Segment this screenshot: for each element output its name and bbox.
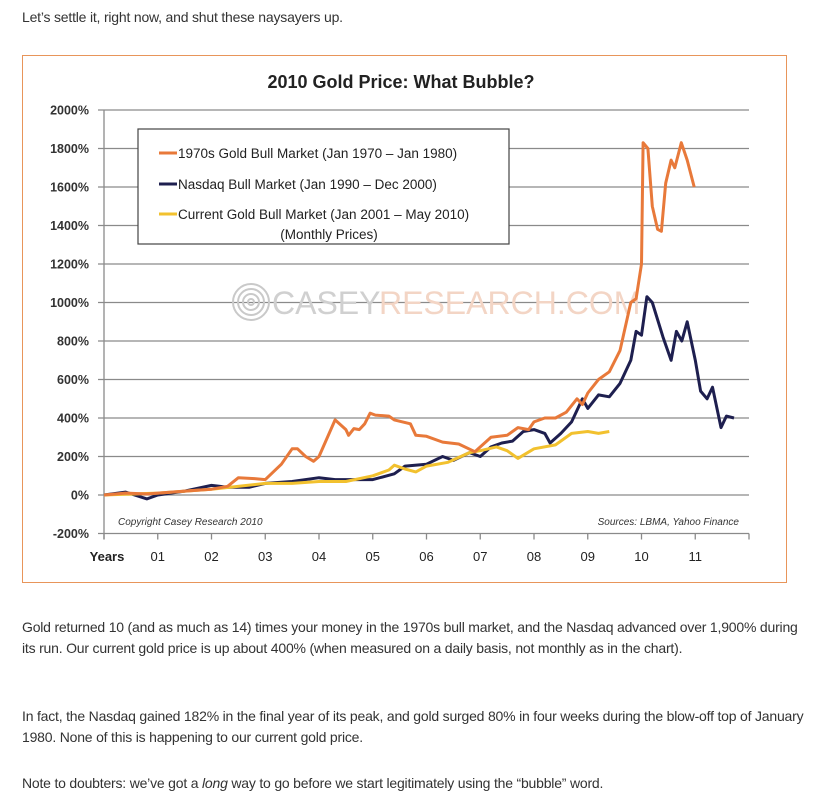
paragraph-returns: Gold returned 10 (and as much as 14) tim… — [22, 619, 798, 656]
x-tick-label: 02 — [204, 549, 218, 564]
chart-svg: 2010 Gold Price: What Bubble? -200% 0% 200… — [50, 72, 750, 564]
x-tick-label: 04 — [312, 549, 326, 564]
chart-image: 2010 Gold Price: What Bubble? -200% 0% 200… — [22, 55, 787, 583]
y-tick-label: -200% — [53, 527, 89, 541]
watermark-logo: CASEY RESEARCH.COM — [232, 283, 640, 321]
note-emphasis: long — [202, 775, 228, 791]
y-tick-label: 1800% — [50, 142, 89, 156]
y-tick-label: 1600% — [50, 181, 89, 195]
x-tick-label: 01 — [151, 549, 165, 564]
x-tick-label: 09 — [581, 549, 595, 564]
legend-label: Nasdaq Bull Market (Jan 1990 – Dec 2000) — [178, 177, 437, 192]
x-tick-label: 03 — [258, 549, 272, 564]
note-text-start: Note to doubters: we’ve got a — [22, 775, 202, 791]
x-axis-label: Years — [90, 549, 125, 564]
watermark-rings-icon — [232, 283, 270, 321]
paragraph-nasdaq: In fact, the Nasdaq gained 182% in the f… — [22, 708, 804, 745]
legend-label: 1970s Gold Bull Market (Jan 1970 – Jan 1… — [178, 146, 457, 161]
x-tick-label: 11 — [689, 549, 703, 564]
x-tick-label: 07 — [473, 549, 487, 564]
watermark-text-casey: CASEY — [272, 285, 380, 321]
copyright-note: Copyright Casey Research 2010 — [118, 517, 263, 528]
y-tick-label: 1400% — [50, 219, 89, 233]
x-tick-label: 08 — [527, 549, 541, 564]
x-tick-label: 05 — [366, 549, 380, 564]
note-text-end: way to go before we start legitimately u… — [227, 775, 604, 791]
y-tick-label: 200% — [57, 450, 89, 464]
y-tick-label: 400% — [57, 412, 89, 426]
watermark-text-research: RESEARCH.COM — [379, 285, 640, 321]
legend-label: Current Gold Bull Market (Jan 2001 – May… — [178, 207, 469, 222]
series-line-2 — [103, 430, 610, 497]
y-tick-label: 1200% — [50, 258, 89, 272]
intro-paragraph: Let’s settle it, right now, and shut the… — [22, 9, 343, 25]
x-tick-label: 10 — [634, 549, 648, 564]
y-tick-label: 0% — [71, 489, 89, 503]
legend-box — [137, 128, 510, 245]
paragraph-note: Note to doubters: we’ve got a long way t… — [22, 773, 812, 794]
series-line-0 — [103, 141, 696, 497]
y-tick-label: 1000% — [50, 296, 89, 310]
y-tick-label: 2000% — [50, 104, 89, 118]
x-tick-label: 06 — [419, 549, 433, 564]
legend-note: (Monthly Prices) — [280, 227, 378, 242]
legend: 1970s Gold Bull Market (Jan 1970 – Jan 1… — [137, 128, 510, 245]
sources-note: Sources: LBMA, Yahoo Finance — [598, 517, 740, 528]
chart-title: 2010 Gold Price: What Bubble? — [267, 72, 534, 92]
y-tick-label: 600% — [57, 373, 89, 387]
y-tick-label: 800% — [57, 335, 89, 349]
